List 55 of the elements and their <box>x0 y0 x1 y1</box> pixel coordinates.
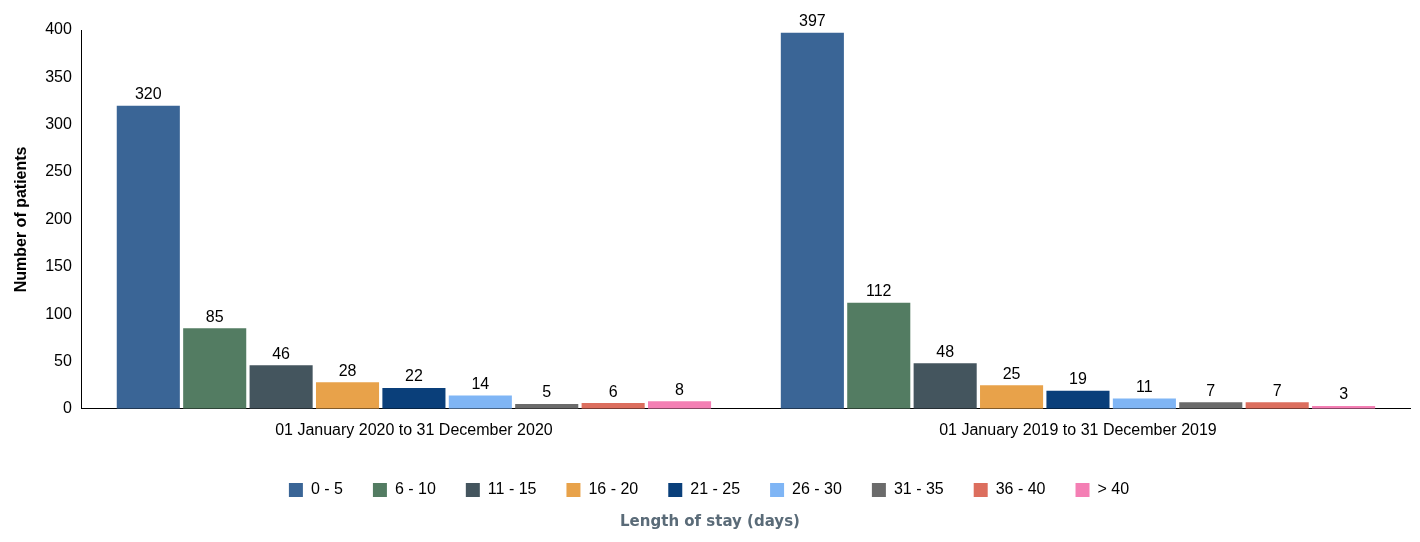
y-axis-title: Number of patients <box>12 146 30 293</box>
data-label: 8 <box>675 380 685 398</box>
legend-label: 11 - 15 <box>487 480 537 498</box>
data-label: 6 <box>608 382 618 400</box>
y-tick-label: 150 <box>45 257 72 275</box>
bar <box>448 395 512 409</box>
legend-label: 26 - 30 <box>792 480 842 498</box>
legend-label: 16 - 20 <box>588 480 639 498</box>
y-tick-label: 350 <box>45 67 72 85</box>
bar <box>183 328 247 409</box>
data-label: 5 <box>542 383 552 401</box>
bar <box>1112 398 1176 409</box>
legend-label: 0 - 5 <box>310 480 344 498</box>
data-label: 320 <box>134 85 162 103</box>
y-tick-label: 100 <box>45 304 72 322</box>
data-label: 22 <box>405 367 423 385</box>
legend-label: > 40 <box>1097 480 1130 498</box>
data-label: 11 <box>1136 377 1153 395</box>
x-tick-label: 01 January 2019 to 31 December 2019 <box>939 420 1217 438</box>
bar <box>382 387 446 409</box>
bar <box>249 365 313 409</box>
data-label: 48 <box>936 342 955 360</box>
y-tick-label: 0 <box>62 399 72 417</box>
bar <box>648 401 712 409</box>
y-tick-label: 400 <box>45 20 72 38</box>
bar <box>847 302 911 409</box>
data-label: 397 <box>799 12 826 30</box>
data-label: 46 <box>272 344 291 362</box>
data-label: 112 <box>866 282 892 300</box>
legend-label: 31 - 35 <box>893 480 944 498</box>
data-label: 7 <box>1272 381 1282 399</box>
bar <box>913 363 977 409</box>
data-label: 85 <box>205 307 224 325</box>
y-tick-label: 50 <box>54 351 72 369</box>
bar <box>1046 390 1110 409</box>
bar <box>780 32 844 409</box>
legend-label: 36 - 40 <box>995 480 1046 498</box>
bar <box>116 105 180 409</box>
data-label: 19 <box>1069 370 1087 388</box>
bar <box>315 382 380 409</box>
bar <box>1179 402 1243 409</box>
data-label: 3 <box>1339 385 1349 403</box>
data-label: 14 <box>471 374 490 392</box>
y-tick-label: 250 <box>45 162 72 180</box>
legend-label: 21 - 25 <box>690 480 741 498</box>
data-label: 28 <box>338 361 357 379</box>
data-label: 7 <box>1206 381 1216 399</box>
bar <box>980 385 1044 409</box>
x-tick-label: 01 January 2020 to 31 December 2020 <box>275 420 553 438</box>
y-tick-label: 200 <box>45 209 72 227</box>
legend-label: 6 - 10 <box>394 480 436 498</box>
x-axis-title: Length of stay (days) <box>619 512 801 530</box>
bar <box>1245 402 1309 409</box>
data-label: 25 <box>1002 364 1021 382</box>
y-tick-label: 300 <box>45 115 72 133</box>
